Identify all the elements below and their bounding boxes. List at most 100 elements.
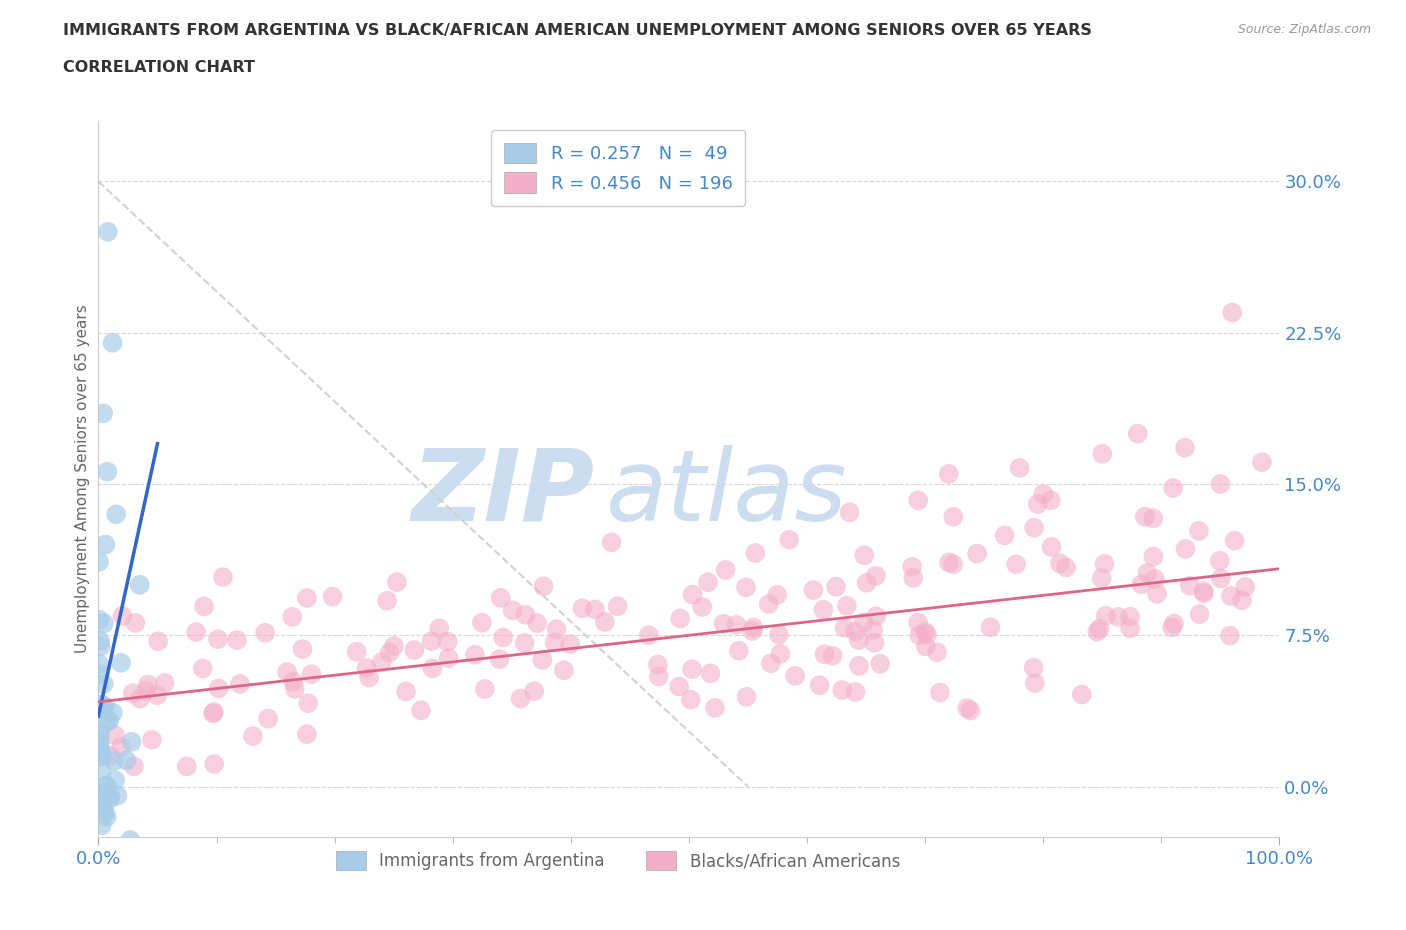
Point xyxy=(120,832,142,847)
Point xyxy=(1130,577,1153,591)
Point xyxy=(96,809,118,824)
Point xyxy=(98,790,121,804)
Point xyxy=(283,674,305,689)
Point xyxy=(863,635,886,650)
Point xyxy=(437,651,460,666)
Point xyxy=(281,609,304,624)
Point xyxy=(212,570,235,585)
Point xyxy=(115,753,138,768)
Point xyxy=(104,728,127,743)
Point xyxy=(1161,481,1184,496)
Point xyxy=(1142,549,1164,564)
Point xyxy=(808,678,831,693)
Point xyxy=(848,658,870,673)
Point xyxy=(994,528,1017,543)
Point xyxy=(831,683,853,698)
Point xyxy=(229,676,252,691)
Point xyxy=(669,611,692,626)
Point xyxy=(93,677,115,692)
Point xyxy=(184,625,207,640)
Text: atlas: atlas xyxy=(606,445,848,542)
Point xyxy=(207,631,229,646)
Point xyxy=(526,616,548,631)
Point xyxy=(813,646,835,661)
Point xyxy=(93,703,115,718)
Point xyxy=(94,699,117,714)
Point xyxy=(176,759,198,774)
Point xyxy=(703,700,725,715)
Point xyxy=(87,702,110,717)
Point xyxy=(835,598,858,613)
Point xyxy=(1008,460,1031,475)
Point xyxy=(1107,609,1129,624)
Point xyxy=(295,591,318,605)
Point xyxy=(769,646,792,661)
Point xyxy=(346,644,368,659)
Point xyxy=(98,713,121,728)
Point xyxy=(146,634,169,649)
Point xyxy=(813,603,835,618)
Point xyxy=(509,691,531,706)
Point xyxy=(136,677,159,692)
Point xyxy=(759,656,782,671)
Point xyxy=(533,578,555,593)
Point xyxy=(1220,305,1243,320)
Point xyxy=(853,548,876,563)
Point xyxy=(553,663,575,678)
Point xyxy=(436,634,458,649)
Point xyxy=(744,546,766,561)
Point xyxy=(104,773,127,788)
Point xyxy=(844,684,866,699)
Point xyxy=(679,692,702,707)
Point xyxy=(97,224,120,239)
Point xyxy=(1178,578,1201,593)
Point xyxy=(979,619,1001,634)
Point xyxy=(98,749,121,764)
Point xyxy=(956,700,979,715)
Point xyxy=(915,628,938,643)
Point xyxy=(96,464,118,479)
Y-axis label: Unemployment Among Seniors over 65 years: Unemployment Among Seniors over 65 years xyxy=(75,305,90,653)
Point xyxy=(356,660,378,675)
Point xyxy=(91,795,114,810)
Text: CORRELATION CHART: CORRELATION CHART xyxy=(63,60,254,75)
Point xyxy=(1192,586,1215,601)
Point xyxy=(89,745,111,760)
Point xyxy=(409,703,432,718)
Point xyxy=(110,739,132,754)
Point xyxy=(821,648,844,663)
Point xyxy=(1142,511,1164,525)
Point xyxy=(1040,539,1063,554)
Point xyxy=(735,580,758,595)
Point xyxy=(865,568,887,583)
Point xyxy=(713,617,735,631)
Point xyxy=(727,644,749,658)
Point xyxy=(295,726,318,741)
Point xyxy=(87,554,110,569)
Point xyxy=(202,756,225,771)
Point xyxy=(1119,609,1142,624)
Point xyxy=(96,778,118,793)
Point xyxy=(254,625,277,640)
Point xyxy=(96,713,118,728)
Point xyxy=(1005,557,1028,572)
Point xyxy=(121,685,143,700)
Point xyxy=(284,682,307,697)
Point xyxy=(502,603,524,618)
Point xyxy=(742,620,765,635)
Point xyxy=(1094,608,1116,623)
Point xyxy=(942,557,965,572)
Point xyxy=(1220,589,1243,604)
Point xyxy=(208,681,231,696)
Point xyxy=(291,642,314,657)
Point xyxy=(1219,628,1241,643)
Point xyxy=(1234,579,1257,594)
Point xyxy=(938,467,960,482)
Point xyxy=(725,618,748,632)
Point xyxy=(382,639,405,654)
Point xyxy=(942,510,965,525)
Point xyxy=(560,637,582,652)
Point xyxy=(89,633,111,648)
Point xyxy=(111,608,134,623)
Point xyxy=(515,607,537,622)
